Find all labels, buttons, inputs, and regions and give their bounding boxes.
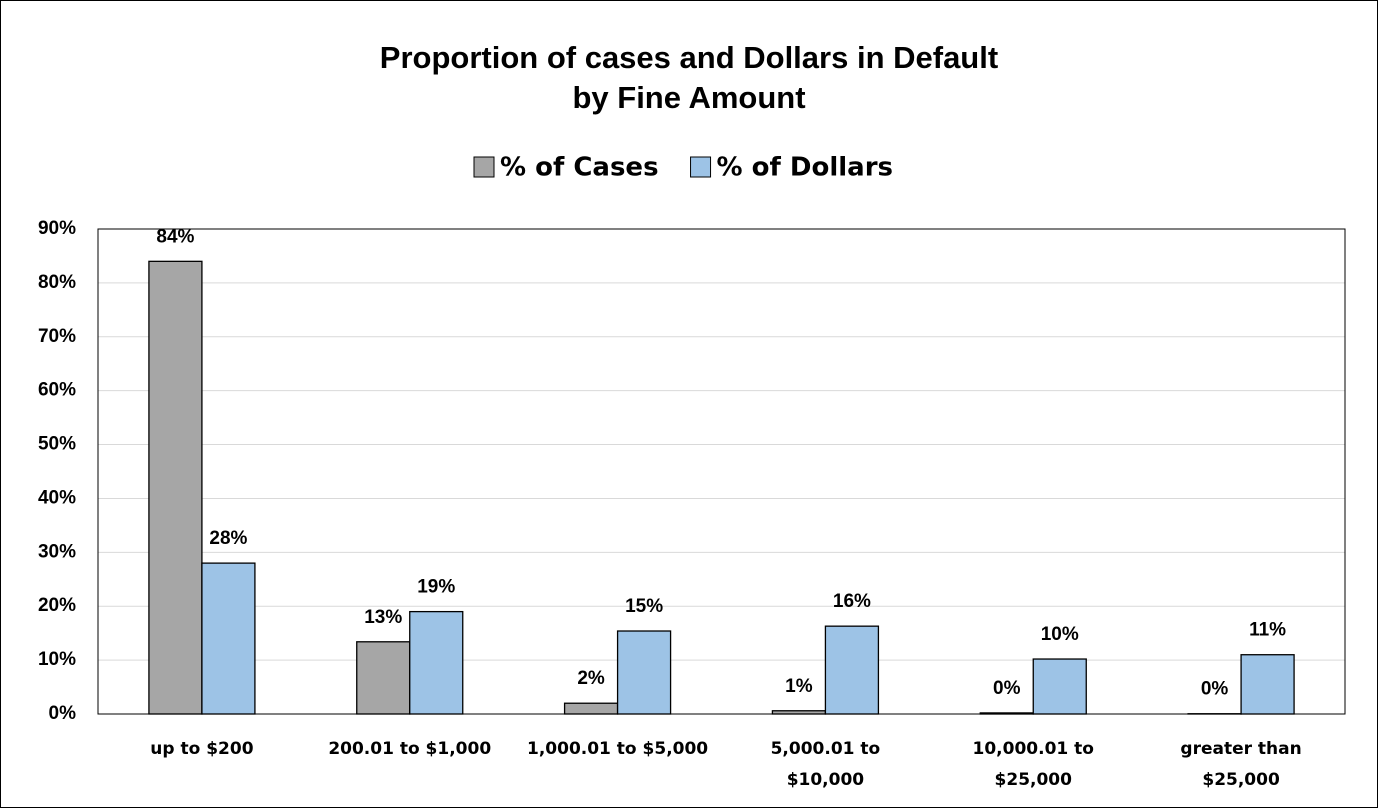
data-label: 19% xyxy=(417,577,455,598)
data-label: 15% xyxy=(625,596,663,617)
y-tick-label: 90% xyxy=(38,218,76,239)
bar xyxy=(616,630,672,715)
legend-label: % of Dollars xyxy=(717,153,893,183)
x-tick-label: up to $200 xyxy=(150,739,253,759)
bar xyxy=(1032,658,1087,715)
bar xyxy=(356,641,411,715)
x-tick-label: greater than $25,000 xyxy=(1180,739,1301,790)
y-tick-label: 40% xyxy=(38,487,76,508)
x-tick-label: 200.01 to $1,000 xyxy=(328,739,491,759)
bar xyxy=(563,702,619,715)
legend-label: % of Cases xyxy=(500,153,659,183)
data-label: 13% xyxy=(364,607,402,628)
legend: % of Cases % of Dollars xyxy=(473,153,893,183)
data-label: 84% xyxy=(156,226,194,247)
bar xyxy=(148,260,203,715)
y-tick-label: 0% xyxy=(49,703,77,724)
y-tick-label: 20% xyxy=(38,595,76,616)
x-tick-label: 10,000.01 to $25,000 xyxy=(973,739,1094,790)
data-label: 16% xyxy=(833,591,871,612)
y-tick-label: 30% xyxy=(38,541,76,562)
chart-title: Proportion of cases and Dollars in Defau… xyxy=(380,40,998,75)
data-label: 10% xyxy=(1041,624,1079,645)
y-tick-label: 80% xyxy=(38,272,76,293)
data-label: 11% xyxy=(1249,620,1286,641)
plot-area xyxy=(98,229,1345,714)
plot-border xyxy=(97,228,1346,715)
y-tick-label: 70% xyxy=(38,326,76,347)
data-label: 0% xyxy=(993,678,1021,699)
bar xyxy=(979,712,1034,715)
y-tick-label: 50% xyxy=(38,434,76,455)
data-label: 28% xyxy=(209,528,247,549)
bar xyxy=(771,710,827,715)
legend-swatch xyxy=(690,156,712,178)
data-label: 0% xyxy=(1201,679,1229,700)
y-tick-label: 10% xyxy=(38,649,76,670)
chart-title: by Fine Amount xyxy=(572,80,805,115)
data-label: 2% xyxy=(577,668,605,689)
x-tick-label: 5,000.01 to $10,000 xyxy=(771,739,881,790)
data-label: 1% xyxy=(785,676,813,697)
legend-swatch xyxy=(473,156,495,178)
x-tick-label: 1,000.01 to $5,000 xyxy=(527,739,708,759)
bar xyxy=(824,625,880,715)
y-tick-label: 60% xyxy=(38,380,76,401)
bar xyxy=(201,562,256,715)
bar xyxy=(1240,654,1295,715)
bar xyxy=(409,610,464,715)
